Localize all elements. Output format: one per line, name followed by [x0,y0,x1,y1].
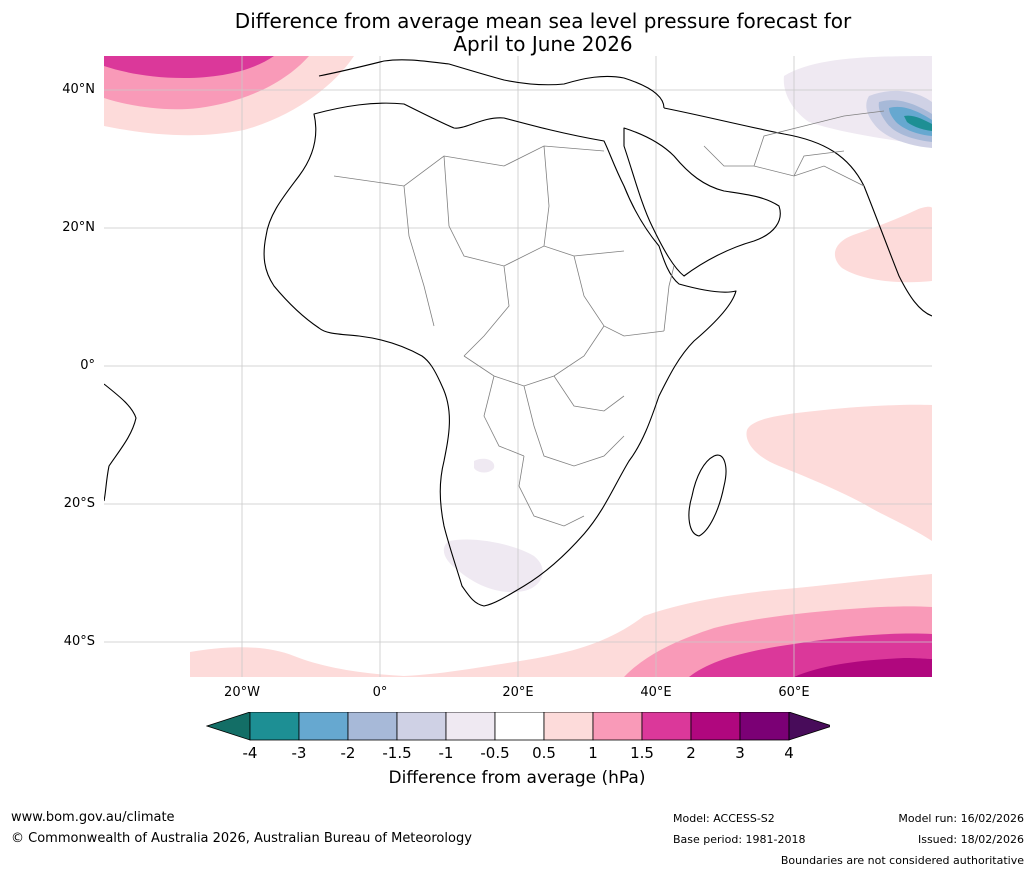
colorbar-cell [298,712,349,741]
coastlines [104,59,932,607]
colorbar-tick-label: -1 [438,744,454,762]
footer-copyright: © Commonwealth of Australia 2026, Austra… [11,831,472,846]
colorbar [206,712,830,741]
colorbar-cell [396,712,447,741]
lon-label-20e: 20°E [502,685,534,700]
colorbar-cell [494,712,545,741]
coast-asia [663,107,865,187]
anomaly-india [834,206,932,283]
colorbar-tick-label: -0.5 [480,744,510,762]
colorbar-cell [249,712,300,741]
colorbar-cell [445,712,496,741]
anomaly-namibia [443,539,543,593]
coast-south-america [104,383,137,502]
borders [333,110,885,527]
lon-label-60e: 60°E [778,685,810,700]
colorbar-title: Difference from average (hPa) [388,768,646,788]
colorbar-cell [641,712,692,741]
footer-boundaries: Boundaries are not considered authoritat… [780,854,1024,867]
coast-arabia [623,127,781,277]
coast-madagascar [688,454,727,537]
colorbar-tick-label: 0.5 [532,744,556,762]
footer-base-period: Base period: 1981-2018 [673,833,806,846]
coast-india [863,185,932,317]
footer-model-run: Model run: 16/02/2026 [898,812,1024,825]
map-title-line-1: Difference from average mean sea level p… [234,9,852,33]
map-svg [104,56,932,677]
lon-label-20w: 20°W [224,685,260,700]
colorbar-tick-label: 1.5 [630,744,654,762]
anomaly-south-deep [794,658,932,677]
anomaly-nw-strong [104,56,274,78]
coast-africa [263,102,737,607]
colorbar-cell [739,712,790,741]
map-panel [104,56,932,677]
lat-label-40s: 40°S [63,634,95,649]
coast-europe [318,59,665,109]
footer-url[interactable]: www.bom.gov.au/climate [11,810,175,825]
colorbar-tick-label: -1.5 [382,744,412,762]
colorbar-cell [543,712,594,741]
colorbar-tick-label: 4 [784,744,794,762]
footer-issued: Issued: 18/02/2026 [917,833,1024,846]
colorbar-cell [592,712,643,741]
lat-label-equator: 0° [80,358,95,373]
colorbar-tick-label: -2 [340,744,356,762]
anomaly-sio [746,404,932,541]
colorbar-tick-label: -3 [291,744,307,762]
colorbar-arrow-high [788,712,830,741]
colorbar-cell [690,712,741,741]
anomaly-angola [474,458,495,473]
graticule [104,56,932,677]
lat-label-40n: 40°N [62,82,95,97]
lon-label-0: 0° [372,685,388,700]
map-title: Difference from average mean sea level p… [0,10,1035,56]
anomaly-asia-teal [904,115,932,131]
lat-label-20s: 20°S [63,496,95,511]
footer-model: Model: ACCESS-S2 [673,812,775,825]
colorbar-cell [347,712,398,741]
colorbar-tick-label: 2 [686,744,696,762]
colorbar-tick-label: -4 [242,744,258,762]
colorbar-tick-label: 1 [588,744,598,762]
lon-label-40e: 40°E [640,685,672,700]
map-title-line-2: April to June 2026 [453,32,633,56]
colorbar-tick-label: 3 [735,744,745,762]
lat-label-20n: 20°N [62,220,95,235]
colorbar-arrow-low [206,712,251,741]
